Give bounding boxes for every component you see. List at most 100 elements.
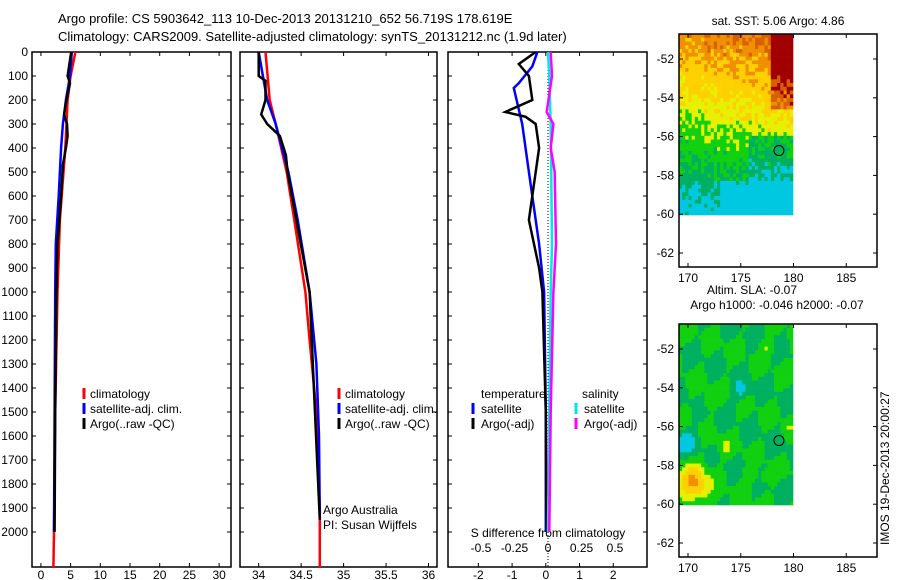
map-cell	[685, 34, 689, 39]
map-cell	[777, 60, 781, 65]
map-cell	[736, 376, 740, 381]
map-cell	[704, 478, 708, 483]
map-cell	[764, 211, 768, 216]
map-cell	[748, 169, 753, 174]
map-cell	[748, 158, 753, 163]
map-cell	[713, 79, 718, 84]
map-cell	[755, 105, 759, 110]
map-cell	[764, 493, 768, 498]
map-cell	[732, 173, 737, 178]
map-cell	[745, 486, 749, 491]
map-cell	[685, 75, 689, 80]
map-cell	[707, 422, 711, 427]
map-cell	[761, 391, 765, 396]
map-cell	[748, 83, 753, 88]
map-cell	[726, 124, 730, 129]
map-cell	[745, 497, 749, 502]
map-cell	[770, 342, 775, 347]
map-cell	[698, 467, 702, 472]
map-cell	[755, 339, 759, 344]
map-cell	[742, 181, 746, 186]
map-cell	[688, 158, 692, 163]
map-cell	[682, 489, 686, 494]
map-cell	[789, 350, 794, 355]
map-cell	[761, 471, 765, 476]
map-cell	[758, 124, 762, 129]
map-cell	[723, 139, 727, 144]
map-cell	[698, 154, 702, 159]
map-cell	[761, 440, 765, 445]
map-cell	[685, 414, 689, 419]
map-cell	[770, 501, 775, 506]
map-cell	[704, 357, 708, 363]
map-cell	[717, 34, 721, 39]
map-cell	[789, 120, 794, 125]
map-cell	[732, 335, 737, 340]
map-cell	[701, 75, 705, 80]
map-cell	[694, 471, 699, 476]
map-cell	[679, 113, 683, 118]
map-cell	[698, 357, 702, 363]
map-cell	[707, 158, 711, 163]
map-cell	[777, 478, 781, 483]
map-cell	[688, 324, 692, 329]
map-cell	[742, 410, 746, 415]
map-cell	[717, 147, 721, 152]
map-cell	[723, 79, 727, 84]
map-cell	[783, 376, 787, 381]
map-cell	[780, 135, 784, 140]
map-cell	[707, 467, 711, 472]
map-cell	[739, 339, 743, 344]
map-cell	[755, 489, 759, 494]
map-cell	[732, 139, 737, 144]
map-cell	[679, 444, 683, 449]
map-cell	[742, 493, 746, 498]
map-cell	[726, 444, 730, 449]
map-cell	[789, 94, 794, 99]
map-cell	[758, 98, 762, 103]
map-cell	[688, 422, 692, 427]
map-cell	[742, 154, 746, 159]
map-cell	[755, 406, 759, 412]
map-cell	[774, 384, 778, 389]
map-cell	[783, 350, 787, 355]
map-cell	[761, 37, 765, 42]
map-cell	[701, 437, 705, 442]
map-cell	[694, 116, 699, 122]
map-cell	[713, 98, 718, 103]
y-tick-label: 800	[8, 237, 28, 251]
map-cell	[764, 52, 768, 57]
map-cell	[732, 150, 737, 155]
map-cell	[726, 459, 730, 464]
map-cell	[701, 414, 705, 419]
map-cell	[761, 192, 765, 197]
map-cell	[732, 83, 737, 88]
map-cell	[777, 101, 781, 106]
map-cell	[713, 339, 718, 344]
map-cell	[761, 437, 765, 442]
map-cell	[736, 207, 740, 212]
map-cell	[691, 83, 696, 88]
map-cell	[739, 143, 743, 148]
map-cell	[691, 177, 696, 182]
map-cell	[742, 455, 746, 461]
map-cell	[691, 120, 696, 125]
map-cell	[748, 94, 753, 99]
map-cell	[682, 75, 686, 80]
map-cell	[745, 158, 749, 163]
map-cell	[701, 478, 705, 483]
map-cell	[732, 444, 737, 449]
map-cell	[777, 37, 781, 42]
map-cell	[786, 463, 791, 468]
map-cell	[723, 335, 727, 340]
map-cell	[720, 162, 724, 167]
map-cell	[758, 67, 762, 73]
map-cell	[761, 376, 765, 381]
map-cell	[736, 331, 740, 336]
map-cell	[758, 459, 762, 464]
map-cell	[742, 188, 746, 193]
map-cell	[767, 79, 772, 84]
map-cell	[739, 49, 743, 54]
map-cell	[789, 173, 794, 178]
map-cell	[682, 60, 686, 65]
